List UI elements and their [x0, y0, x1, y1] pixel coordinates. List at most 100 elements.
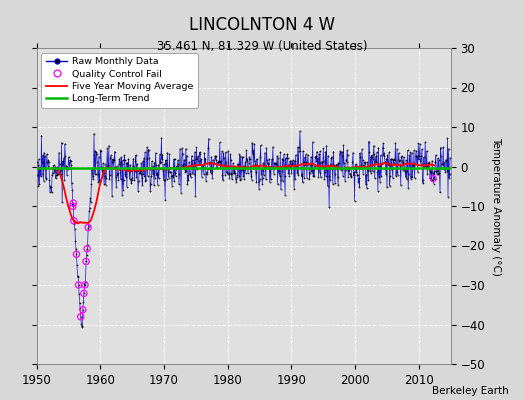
- Point: [420, 161, 429, 167]
- Point: [416, 141, 424, 148]
- Point: [160, 176, 169, 183]
- Point: [257, 167, 266, 173]
- Point: [341, 178, 349, 184]
- Point: [263, 156, 271, 163]
- Point: [390, 156, 399, 162]
- Point: [103, 163, 111, 169]
- Point: [227, 171, 236, 178]
- Point: [122, 160, 130, 166]
- Point: [373, 149, 381, 156]
- Point: [179, 151, 187, 157]
- Point: [85, 205, 94, 212]
- Point: [435, 156, 443, 163]
- Point: [310, 165, 318, 171]
- Point: [337, 148, 346, 155]
- Point: [112, 174, 120, 181]
- Point: [395, 150, 403, 156]
- Point: [163, 150, 171, 156]
- Point: [58, 139, 66, 146]
- Point: [65, 160, 73, 166]
- Point: [115, 161, 123, 167]
- Point: [373, 169, 381, 176]
- Point: [318, 159, 326, 166]
- Point: [186, 171, 194, 177]
- Point: [145, 155, 154, 162]
- Point: [129, 164, 138, 170]
- Point: [432, 152, 440, 158]
- Point: [51, 164, 59, 170]
- Point: [368, 168, 377, 174]
- Point: [418, 177, 427, 183]
- Point: [36, 166, 45, 172]
- Point: [301, 161, 309, 168]
- Point: [301, 151, 310, 157]
- Point: [96, 147, 105, 154]
- Point: [222, 158, 231, 165]
- Point: [440, 166, 448, 172]
- Point: [66, 165, 74, 172]
- Point: [230, 170, 238, 176]
- Point: [211, 156, 220, 163]
- Point: [72, 246, 80, 252]
- Point: [253, 156, 261, 162]
- Point: [307, 162, 315, 168]
- Point: [424, 160, 433, 166]
- Point: [256, 153, 264, 160]
- Point: [283, 155, 292, 161]
- Point: [182, 168, 191, 174]
- Point: [277, 186, 285, 192]
- Point: [136, 168, 144, 174]
- Point: [143, 156, 151, 162]
- Point: [332, 165, 341, 172]
- Point: [362, 181, 370, 188]
- Point: [46, 183, 54, 189]
- Point: [235, 172, 243, 179]
- Point: [54, 170, 62, 177]
- Point: [356, 154, 365, 160]
- Point: [249, 165, 258, 171]
- Point: [173, 162, 181, 169]
- Point: [134, 178, 143, 184]
- Point: [363, 159, 372, 166]
- Point: [282, 164, 291, 170]
- Point: [337, 167, 345, 173]
- Point: [157, 158, 165, 165]
- Point: [372, 159, 380, 166]
- Point: [45, 177, 53, 184]
- Point: [122, 174, 130, 180]
- Point: [411, 161, 419, 168]
- Point: [213, 159, 222, 165]
- Point: [265, 156, 274, 162]
- Point: [190, 170, 198, 177]
- Point: [205, 161, 213, 168]
- Point: [231, 170, 239, 176]
- Point: [104, 162, 112, 168]
- Point: [88, 170, 96, 177]
- Point: [250, 141, 258, 147]
- Point: [298, 179, 307, 186]
- Point: [34, 162, 42, 168]
- Point: [223, 168, 232, 175]
- Point: [353, 162, 361, 169]
- Point: [45, 158, 53, 165]
- Point: [282, 165, 290, 171]
- Point: [361, 159, 369, 166]
- Point: [203, 171, 211, 178]
- Point: [427, 167, 435, 174]
- Text: 35.461 N, 81.329 W (United States): 35.461 N, 81.329 W (United States): [157, 40, 367, 53]
- Point: [241, 166, 249, 172]
- Point: [172, 166, 180, 172]
- Point: [338, 153, 346, 159]
- Point: [384, 162, 392, 168]
- Point: [184, 176, 193, 183]
- Point: [285, 161, 293, 168]
- Point: [421, 139, 429, 145]
- Point: [141, 149, 149, 156]
- Point: [401, 174, 410, 180]
- Point: [408, 150, 416, 156]
- Point: [187, 162, 195, 168]
- Point: [86, 199, 95, 205]
- Point: [69, 200, 78, 206]
- Point: [82, 258, 90, 265]
- Point: [118, 157, 127, 164]
